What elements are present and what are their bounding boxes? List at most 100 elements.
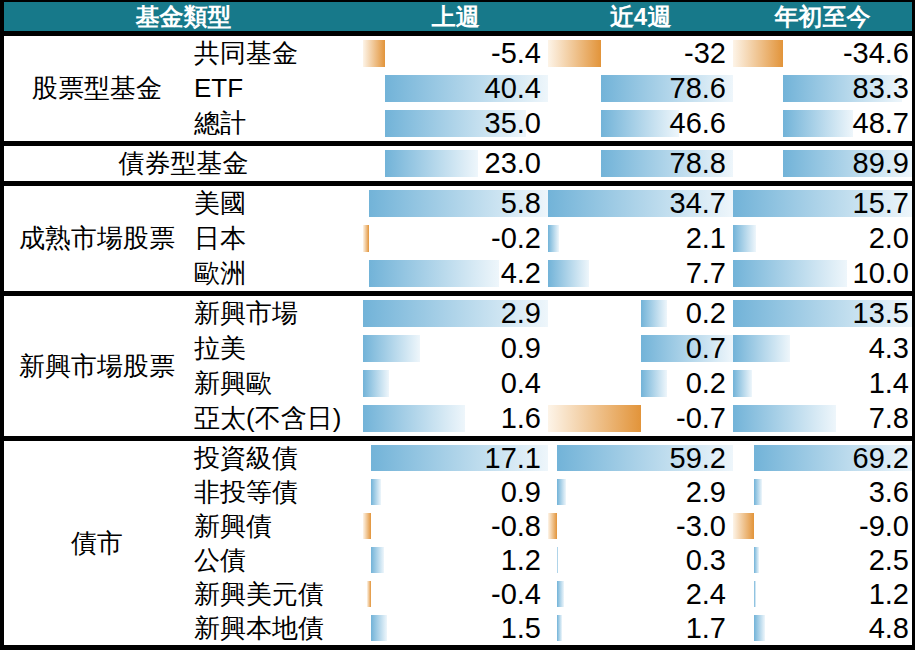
- row-label: 新興歐: [190, 366, 363, 401]
- section-rows: 共同基金 -5.4 -32 -34.6 ETF 40.4 78.6 83.3 總…: [190, 36, 912, 141]
- value-text: 35.0: [363, 106, 548, 141]
- table-row: 公債 1.2 0.3 2.5: [190, 543, 912, 577]
- value-cell-last-4-weeks: 2.1: [548, 221, 733, 256]
- row-label: 新興本地債: [190, 611, 363, 645]
- value-text: 0.3: [548, 543, 733, 577]
- value-text: 40.4: [363, 71, 548, 106]
- value-cell-last-week: -0.2: [363, 221, 548, 256]
- value-cell-last-week: 2.9: [363, 296, 548, 331]
- value-text: 1.5: [363, 611, 548, 645]
- fund-flows-table: 基金類型 上週 近4週 年初至今 股票型基金 共同基金 -5.4 -32 -34…: [0, 0, 915, 650]
- value-cell-last-4-weeks: -0.7: [548, 401, 733, 436]
- value-text: 2.0: [733, 221, 912, 256]
- table-header-row: 基金類型 上週 近4週 年初至今: [4, 2, 912, 31]
- group-label-cell: 成熟市場股票: [4, 186, 190, 291]
- value-cell-last-4-weeks: 2.4: [548, 577, 733, 611]
- value-text: 4.3: [733, 331, 912, 366]
- value-text: -0.4: [363, 577, 548, 611]
- row-label: 歐洲: [190, 256, 363, 291]
- value-cell-last-week: 0.4: [363, 366, 548, 401]
- value-cell-last-week: 1.2: [363, 543, 548, 577]
- value-text: 1.6: [363, 401, 548, 436]
- value-text: -34.6: [733, 36, 912, 71]
- value-text: 69.2: [733, 441, 912, 475]
- table-section: 成熟市場股票 美國 5.8 34.7 15.7 日本 -0.2 2.1 2.0: [4, 181, 912, 291]
- value-cell-last-4-weeks: 0.2: [548, 296, 733, 331]
- value-text: -32: [548, 36, 733, 71]
- value-cell-last-4-weeks: -3.0: [548, 509, 733, 543]
- value-text: 2.1: [548, 221, 733, 256]
- value-cell-year-to-date: -34.6: [733, 36, 912, 71]
- value-text: 1.7: [548, 611, 733, 645]
- value-cell-year-to-date: 4.3: [733, 331, 912, 366]
- value-cell-last-week: 4.2: [363, 256, 548, 291]
- value-cell-last-week: 1.5: [363, 611, 548, 645]
- row-label: 共同基金: [190, 36, 363, 71]
- table-row: 亞太(不含日) 1.6 -0.7 7.8: [190, 401, 912, 436]
- value-text: 2.9: [548, 475, 733, 509]
- section-rows: 新興市場 2.9 0.2 13.5 拉美 0.9 0.7 4.3 新興歐: [190, 296, 912, 436]
- value-cell-last-4-weeks: 34.7: [548, 186, 733, 221]
- value-text: 4.2: [363, 256, 548, 291]
- row-label: 美國: [190, 186, 363, 221]
- row-label: 非投等債: [190, 475, 363, 509]
- table-row: 投資級債 17.1 59.2 69.2: [190, 441, 912, 475]
- value-cell-year-to-date: 2.0: [733, 221, 912, 256]
- value-cell-last-4-weeks: -32: [548, 36, 733, 71]
- value-cell-year-to-date: 48.7: [733, 106, 912, 141]
- table-row: 美國 5.8 34.7 15.7: [190, 186, 912, 221]
- table-row: 非投等債 0.9 2.9 3.6: [190, 475, 912, 509]
- column-header-year-to-date: 年初至今: [733, 2, 912, 31]
- table-section: 新興市場股票 新興市場 2.9 0.2 13.5 拉美 0.9 0.7 4.3: [4, 291, 912, 436]
- value-text: -0.7: [548, 401, 733, 436]
- value-text: 15.7: [733, 186, 912, 221]
- value-cell-last-4-weeks: 59.2: [548, 441, 733, 475]
- group-label-cell: 債市: [4, 441, 190, 645]
- value-cell-last-4-weeks: 7.7: [548, 256, 733, 291]
- table-section: 債市 投資級債 17.1 59.2 69.2 非投等債 0.9 2.9 3.6: [4, 436, 912, 645]
- value-cell-last-week: -0.4: [363, 577, 548, 611]
- value-text: 2.4: [548, 577, 733, 611]
- value-text: -3.0: [548, 509, 733, 543]
- table-row: 日本 -0.2 2.1 2.0: [190, 221, 912, 256]
- value-cell-last-4-weeks: 78.6: [548, 71, 733, 106]
- value-text: 0.4: [363, 366, 548, 401]
- group-label-cell: 股票型基金: [4, 36, 190, 141]
- value-cell-last-week: 40.4: [363, 71, 548, 106]
- value-cell-year-to-date: 1.2: [733, 577, 912, 611]
- value-text: 89.9: [733, 146, 912, 181]
- value-cell-last-4-weeks: 0.2: [548, 366, 733, 401]
- section-rows: 美國 5.8 34.7 15.7 日本 -0.2 2.1 2.0 歐洲: [190, 186, 912, 291]
- value-text: 4.8: [733, 611, 912, 645]
- value-cell-year-to-date: 89.9: [733, 146, 912, 181]
- value-text: 46.6: [548, 106, 733, 141]
- value-cell-year-to-date: -9.0: [733, 509, 912, 543]
- value-text: 34.7: [548, 186, 733, 221]
- row-label: 新興市場: [190, 296, 363, 331]
- value-cell-year-to-date: 10.0: [733, 256, 912, 291]
- row-label: 新興美元債: [190, 577, 363, 611]
- value-text: -0.2: [363, 221, 548, 256]
- value-text: 23.0: [363, 146, 548, 181]
- row-label: 投資級債: [190, 441, 363, 475]
- value-text: 7.8: [733, 401, 912, 436]
- value-cell-last-week: 0.9: [363, 475, 548, 509]
- row-label: ETF: [190, 71, 363, 106]
- value-text: 1.2: [363, 543, 548, 577]
- value-cell-last-week: -0.8: [363, 509, 548, 543]
- value-text: 48.7: [733, 106, 912, 141]
- row-label: 公債: [190, 543, 363, 577]
- value-text: -0.8: [363, 509, 548, 543]
- table-body: 股票型基金 共同基金 -5.4 -32 -34.6 ETF 40.4 78.6 …: [4, 31, 912, 645]
- value-text: 83.3: [733, 71, 912, 106]
- value-text: 13.5: [733, 296, 912, 331]
- value-cell-year-to-date: 69.2: [733, 441, 912, 475]
- row-label: 日本: [190, 221, 363, 256]
- value-cell-last-4-weeks: 46.6: [548, 106, 733, 141]
- value-cell-year-to-date: 7.8: [733, 401, 912, 436]
- value-text: 7.7: [548, 256, 733, 291]
- value-text: 59.2: [548, 441, 733, 475]
- row-label: 總計: [190, 106, 363, 141]
- value-text: 0.9: [363, 331, 548, 366]
- value-cell-last-week: 1.6: [363, 401, 548, 436]
